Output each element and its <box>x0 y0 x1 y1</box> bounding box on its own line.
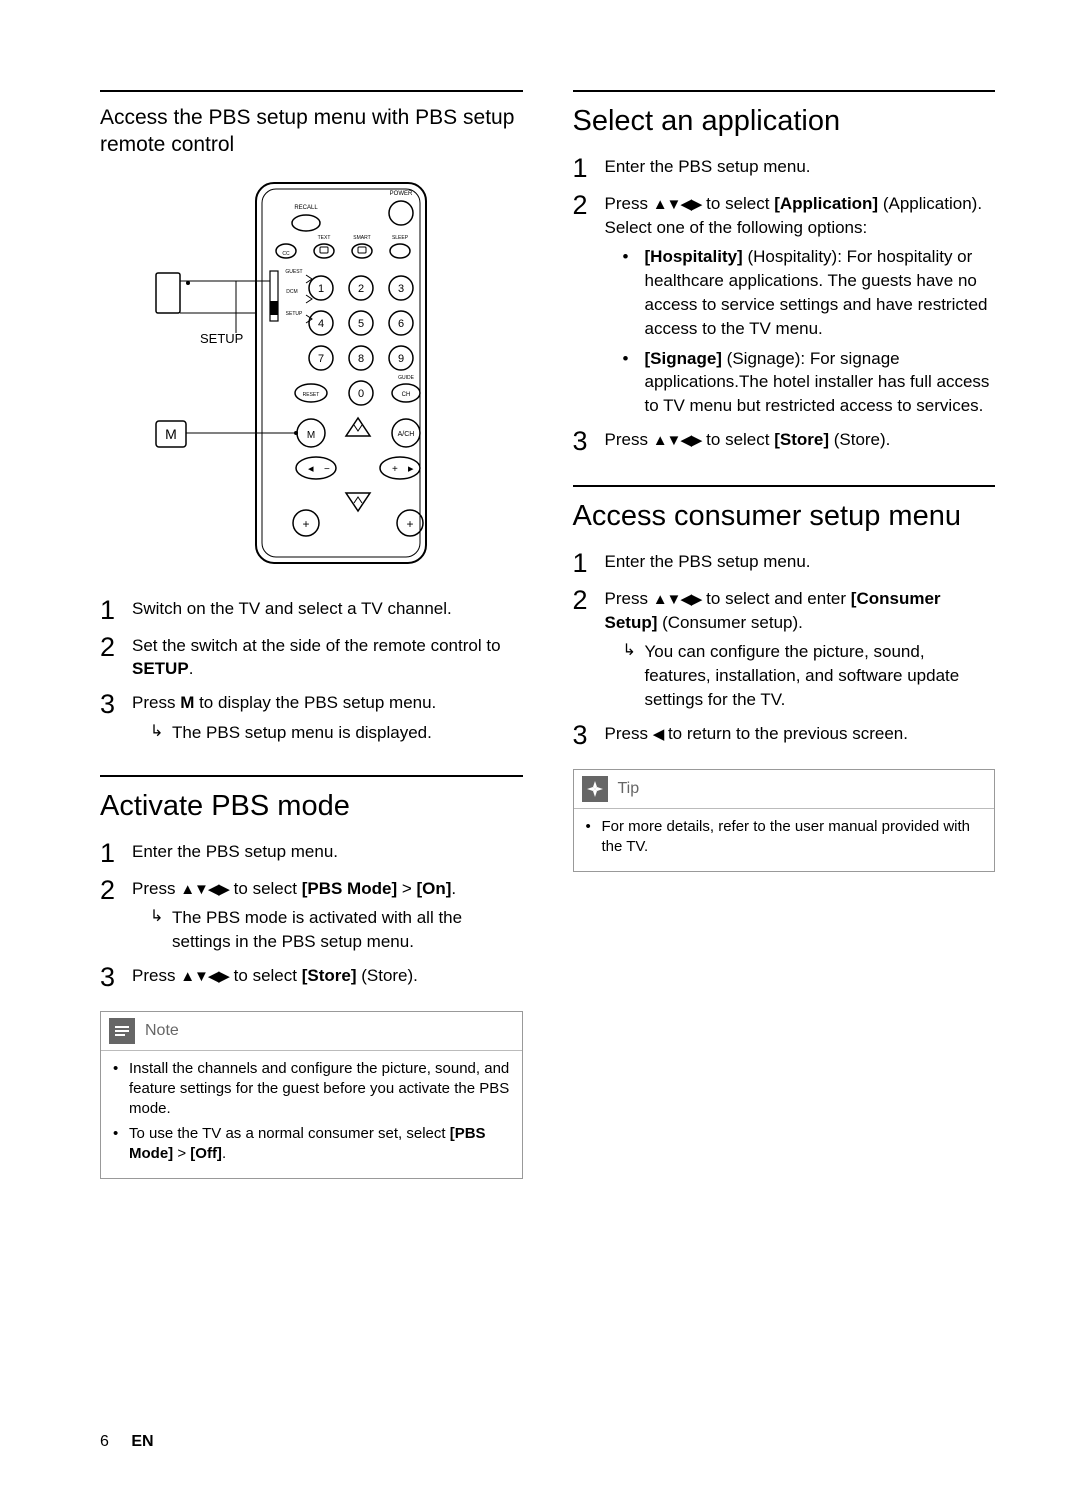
nav-arrows-icon: ▲▼◀▶ <box>653 432 702 449</box>
step-body: Press M to display the PBS setup menu. ↳… <box>132 691 523 745</box>
svg-text:SLEEP: SLEEP <box>392 235 409 241</box>
page-number: 6 <box>100 1433 109 1450</box>
step-body: Set the switch at the side of the remote… <box>132 634 523 682</box>
svg-text:▸: ▸ <box>408 463 414 475</box>
svg-text:M: M <box>165 426 177 442</box>
svg-text:2: 2 <box>358 283 364 295</box>
svg-text:TEXT: TEXT <box>318 235 331 241</box>
nav-arrows-icon: ▲▼◀▶ <box>180 881 229 898</box>
svg-text:+: + <box>392 464 398 475</box>
bullet-icon: • <box>623 245 645 340</box>
step-number: 1 <box>573 155 605 182</box>
activate-heading: Activate PBS mode <box>100 789 523 824</box>
svg-text:+: + <box>303 517 310 531</box>
step-number: 2 <box>573 192 605 219</box>
result-arrow-icon: ↳ <box>623 640 645 711</box>
step-number: 3 <box>573 722 605 749</box>
svg-text:A/CH: A/CH <box>398 431 415 438</box>
section-rule <box>573 90 996 92</box>
step-body: Press ▲▼◀▶ to select [PBS Mode] > [On]. … <box>132 877 523 954</box>
note-item: To use the TV as a normal consumer set, … <box>129 1124 510 1165</box>
step-number: 1 <box>573 550 605 577</box>
result-arrow-icon: ↳ <box>150 906 172 954</box>
access-consumer-heading: Access consumer setup menu <box>573 499 996 534</box>
svg-text:1: 1 <box>318 283 324 295</box>
svg-text:RECALL: RECALL <box>295 205 319 211</box>
note-title: Note <box>145 1022 179 1040</box>
section-rule <box>573 485 996 487</box>
step-body: Switch on the TV and select a TV channel… <box>132 597 523 621</box>
svg-text:CH: CH <box>402 392 411 398</box>
nav-arrows-icon: ▲▼◀▶ <box>653 591 702 608</box>
bullet-icon: • <box>623 347 645 418</box>
svg-text:SMART: SMART <box>354 235 371 241</box>
step-number: 3 <box>100 691 132 718</box>
svg-text:5: 5 <box>358 318 364 330</box>
bullet-text: [Signage] (Signage): For signage applica… <box>645 347 996 418</box>
nav-arrows-icon: ▲▼◀▶ <box>653 196 702 213</box>
svg-text:RESET: RESET <box>303 392 320 398</box>
access-pbs-heading: Access the PBS setup menu with PBS setup… <box>100 104 523 159</box>
step-number: 3 <box>573 428 605 455</box>
steps-access: 1 Switch on the TV and select a TV chann… <box>100 597 523 745</box>
step-body: Press ▲▼◀▶ to select [Application] (Appl… <box>605 192 996 418</box>
nav-arrows-icon: ▲▼◀▶ <box>180 968 229 985</box>
step-number: 1 <box>100 840 132 867</box>
svg-text:+: + <box>407 517 414 531</box>
svg-text:CC: CC <box>283 251 291 257</box>
step-number: 3 <box>100 964 132 991</box>
step-number: 2 <box>100 877 132 904</box>
step-number: 2 <box>573 587 605 614</box>
svg-text:7: 7 <box>318 353 324 365</box>
step-number: 2 <box>100 634 132 661</box>
tip-item: For more details, refer to the user manu… <box>602 817 983 858</box>
tip-title: Tip <box>618 780 640 798</box>
step-body: Enter the PBS setup menu. <box>605 550 996 574</box>
steps-activate: 1 Enter the PBS setup menu. 2 Press ▲▼◀▶… <box>100 840 523 991</box>
tip-icon <box>582 776 608 802</box>
select-app-heading: Select an application <box>573 104 996 139</box>
svg-text:8: 8 <box>358 353 364 365</box>
note-box: Note •Install the channels and configure… <box>100 1011 523 1179</box>
tip-box: Tip •For more details, refer to the user… <box>573 769 996 873</box>
note-item: Install the channels and configure the p… <box>129 1059 510 1120</box>
step-body: Enter the PBS setup menu. <box>132 840 523 864</box>
bullet-text: [Hospitality] (Hospitality): For hospita… <box>645 245 996 340</box>
svg-text:GUIDE: GUIDE <box>398 375 415 381</box>
power-label: POWER <box>390 191 413 197</box>
step-body: Press ◀ to return to the previous screen… <box>605 722 996 746</box>
step-body: Press ▲▼◀▶ to select [Store] (Store). <box>132 964 523 988</box>
result-arrow-icon: ↳ <box>150 721 172 745</box>
step-body: Press ▲▼◀▶ to select [Store] (Store). <box>605 428 996 452</box>
note-icon <box>109 1018 135 1044</box>
step-number: 1 <box>100 597 132 624</box>
svg-text:4: 4 <box>318 318 324 330</box>
step-body: Press ▲▼◀▶ to select and enter [Consumer… <box>605 587 996 712</box>
svg-text:9: 9 <box>398 353 404 365</box>
svg-text:6: 6 <box>398 318 404 330</box>
steps-select-app: 1 Enter the PBS setup menu. 2 Press ▲▼◀▶… <box>573 155 996 455</box>
svg-text:GUEST: GUEST <box>286 269 303 275</box>
svg-text:SETUP: SETUP <box>200 331 243 346</box>
steps-consumer: 1 Enter the PBS setup menu. 2 Press ▲▼◀▶… <box>573 550 996 749</box>
svg-text:M: M <box>307 430 315 441</box>
svg-text:3: 3 <box>398 283 404 295</box>
section-rule <box>100 775 523 777</box>
page-lang: EN <box>131 1433 153 1450</box>
svg-text:−: − <box>324 464 330 475</box>
section-rule <box>100 90 523 92</box>
remote-diagram: POWER RECALL CC TEXT SMART SLEEP GUEST <box>146 173 476 573</box>
left-arrow-icon: ◀ <box>653 726 664 743</box>
svg-text:DCM: DCM <box>287 289 298 295</box>
svg-text:SETUP: SETUP <box>286 311 303 317</box>
svg-text:◂: ◂ <box>308 463 314 475</box>
svg-text:0: 0 <box>358 388 364 400</box>
page-footer: 6 EN <box>100 1433 154 1451</box>
step-body: Enter the PBS setup menu. <box>605 155 996 179</box>
